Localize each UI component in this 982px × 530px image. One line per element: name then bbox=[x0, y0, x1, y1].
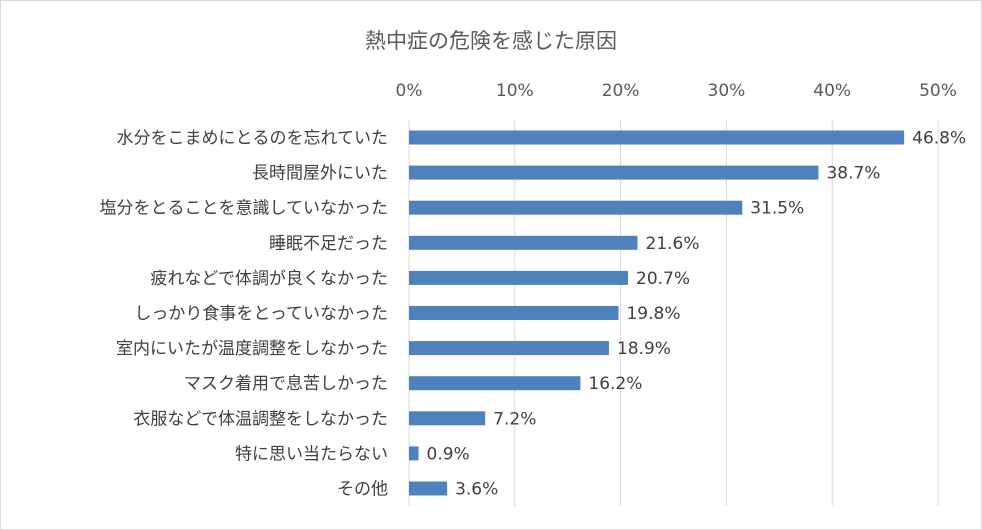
bar bbox=[409, 130, 905, 145]
data-label: 18.9% bbox=[617, 339, 671, 359]
bar bbox=[409, 200, 743, 215]
category-label: 室内にいたが温度調整をしなかった bbox=[116, 339, 388, 359]
data-label: 0.9% bbox=[427, 444, 470, 464]
category-label: マスク着用で息苦しかった bbox=[184, 374, 388, 394]
x-tick-label: 10% bbox=[496, 81, 534, 101]
chart-title: 熱中症の危険を感じた原因 bbox=[365, 29, 617, 53]
data-label: 20.7% bbox=[636, 269, 690, 289]
data-label: 31.5% bbox=[750, 199, 804, 219]
x-tick-label: 50% bbox=[919, 81, 957, 101]
data-labels: 46.8% 38.7% 31.5% 21.6% 20.7% 19.8% 18.9% 16.2%… bbox=[427, 129, 967, 500]
data-label: 7.2% bbox=[493, 409, 536, 429]
data-label: 46.8% bbox=[912, 129, 966, 149]
bar bbox=[409, 341, 609, 356]
bar bbox=[409, 376, 581, 391]
data-label: 19.8% bbox=[626, 304, 680, 324]
data-label: 38.7% bbox=[826, 164, 880, 184]
bar bbox=[409, 411, 486, 426]
x-tick-label: 30% bbox=[708, 81, 746, 101]
data-label: 16.2% bbox=[588, 374, 642, 394]
x-axis-ticks: 0% 10% 20% 30% 40% 50% bbox=[396, 81, 957, 101]
x-tick-label: 20% bbox=[602, 81, 640, 101]
x-tick-label: 0% bbox=[396, 81, 423, 101]
category-labels: 水分をこまめにとるのを忘れていた長時間屋外にいた塩分をとることを意識していなかっ… bbox=[100, 129, 389, 500]
category-label: 長時間屋外にいた bbox=[252, 164, 388, 184]
category-label: 特に思い当たらない bbox=[235, 444, 388, 464]
category-label: 衣服などで体温調整をしなかった bbox=[133, 409, 388, 429]
bar bbox=[409, 306, 619, 320]
data-label: 3.6% bbox=[455, 480, 498, 500]
data-label: 21.6% bbox=[646, 234, 700, 254]
bars bbox=[409, 130, 905, 496]
category-label: 睡眠不足だった bbox=[269, 234, 388, 254]
category-label: 塩分をとることを意識していなかった bbox=[100, 199, 389, 219]
category-label: 疲れなどで体調が良くなかった bbox=[150, 269, 388, 289]
bar bbox=[409, 481, 448, 496]
bar bbox=[409, 270, 629, 285]
gridlines bbox=[408, 120, 939, 506]
category-label: その他 bbox=[337, 480, 388, 500]
bar bbox=[409, 165, 819, 180]
bar bbox=[409, 446, 419, 461]
x-tick-label: 40% bbox=[813, 81, 851, 101]
bar bbox=[409, 235, 638, 250]
category-label: 水分をこまめにとるのを忘れていた bbox=[117, 129, 389, 149]
category-label: しっかり食事をとっていなかった bbox=[134, 304, 388, 324]
